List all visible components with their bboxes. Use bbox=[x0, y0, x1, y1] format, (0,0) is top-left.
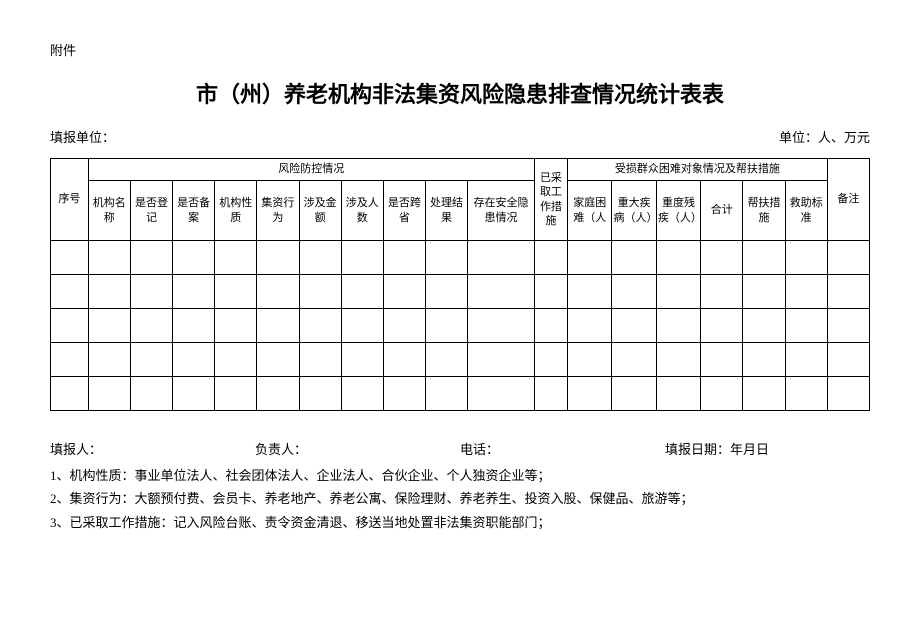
date-label: 填报日期：年月日 bbox=[665, 439, 870, 458]
table-row bbox=[51, 377, 870, 411]
col-org-nature: 机构性质 bbox=[215, 181, 257, 241]
table-body bbox=[51, 241, 870, 411]
col-support: 帮扶措施 bbox=[743, 181, 785, 241]
col-cross-province: 是否跨省 bbox=[383, 181, 425, 241]
phone-label: 电话： bbox=[460, 439, 665, 458]
note-2: 2、集资行为：大额预付费、会员卡、养老地产、养老公寓、保险理财、养老养生、投资入… bbox=[50, 487, 870, 510]
col-aid: 救助标准 bbox=[785, 181, 827, 241]
attachment-label: 附件 bbox=[50, 40, 870, 59]
col-seq: 序号 bbox=[51, 159, 89, 241]
table-row bbox=[51, 309, 870, 343]
col-org-name: 机构名称 bbox=[88, 181, 130, 241]
table-row bbox=[51, 275, 870, 309]
responsible-label: 负责人： bbox=[255, 439, 460, 458]
unit-label: 单位：人、万元 bbox=[779, 127, 870, 146]
col-group-risk: 风险防控情况 bbox=[88, 159, 534, 181]
col-disability: 重度残疾（人） bbox=[656, 181, 700, 241]
col-people: 涉及人数 bbox=[341, 181, 383, 241]
col-filed: 是否备案 bbox=[173, 181, 215, 241]
reporting-unit-label: 填报单位： bbox=[50, 127, 115, 146]
table-row bbox=[51, 241, 870, 275]
col-result: 处理结果 bbox=[425, 181, 467, 241]
meta-row: 填报单位： 单位：人、万元 bbox=[50, 127, 870, 146]
footer-row: 填报人： 负责人： 电话： 填报日期：年月日 bbox=[50, 439, 870, 458]
col-total: 合计 bbox=[701, 181, 743, 241]
col-amount: 涉及金额 bbox=[299, 181, 341, 241]
col-hazard: 存在安全隐患情况 bbox=[468, 181, 535, 241]
statistics-table: 序号 风险防控情况 已采取工作措施 受损群众困难对象情况及帮扶措施 备注 机构名… bbox=[50, 158, 870, 411]
col-family-diff: 家庭困难（人 bbox=[568, 181, 612, 241]
col-registered: 是否登记 bbox=[130, 181, 172, 241]
table-row bbox=[51, 343, 870, 377]
page-title: 市（州）养老机构非法集资风险隐患排查情况统计表表 bbox=[50, 77, 870, 109]
col-group-affected: 受损群众困难对象情况及帮扶措施 bbox=[568, 159, 828, 181]
note-1: 1、机构性质：事业单位法人、社会团体法人、企业法人、合伙企业、个人独资企业等； bbox=[50, 464, 870, 487]
col-illness: 重大疾病（人） bbox=[612, 181, 656, 241]
col-measures: 已采取工作措施 bbox=[534, 159, 567, 241]
col-fundraising: 集资行为 bbox=[257, 181, 299, 241]
col-remarks: 备注 bbox=[827, 159, 869, 241]
reporter-label: 填报人： bbox=[50, 439, 255, 458]
note-3: 3、已采取工作措施：记入风险台账、责令资金清退、移送当地处置非法集资职能部门； bbox=[50, 511, 870, 534]
